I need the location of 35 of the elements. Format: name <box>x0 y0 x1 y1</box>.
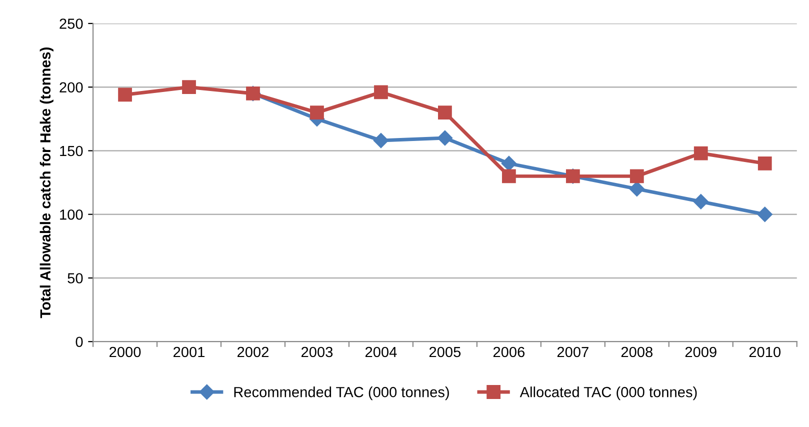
point <box>630 169 644 184</box>
point <box>629 181 644 196</box>
point <box>757 206 772 222</box>
point <box>501 156 517 172</box>
y-tick-label: 50 <box>68 273 83 284</box>
x-tick-label: 2007 <box>557 346 588 358</box>
x-tick-label: 2006 <box>493 346 525 358</box>
point <box>693 194 708 210</box>
point <box>310 106 324 120</box>
point <box>118 88 132 102</box>
x-tick-label: 2004 <box>365 346 397 358</box>
x-tick-label: 2009 <box>685 346 716 358</box>
y-tick-label: 0 <box>76 336 83 348</box>
x-tick-label: 2010 <box>749 346 781 358</box>
x-tick-label: 2001 <box>174 346 205 358</box>
point <box>694 146 708 160</box>
x-tick-label: 2002 <box>238 346 268 358</box>
legend-label: Allocated TAC (000 tonnes) <box>520 386 697 400</box>
y-tick-label: 200 <box>60 82 83 93</box>
point <box>758 156 772 170</box>
y-tick-label: 250 <box>60 18 83 29</box>
x-tick-label: 2005 <box>429 346 461 358</box>
point <box>438 106 452 120</box>
point <box>437 130 453 146</box>
point <box>182 80 196 94</box>
y-axis-title: Total Allowable catch for Hake (tonnes) <box>40 48 54 318</box>
x-tick-label: 2008 <box>621 346 652 358</box>
y-tick-label: 150 <box>60 146 83 156</box>
y-tick-label: 100 <box>60 209 83 220</box>
x-tick-label: 2003 <box>301 346 333 358</box>
point <box>502 169 516 184</box>
point <box>374 85 388 100</box>
point <box>373 132 389 148</box>
x-tick-label: 2000 <box>110 346 141 358</box>
legend-label: Recommended TAC (000 tonnes) <box>234 386 449 400</box>
